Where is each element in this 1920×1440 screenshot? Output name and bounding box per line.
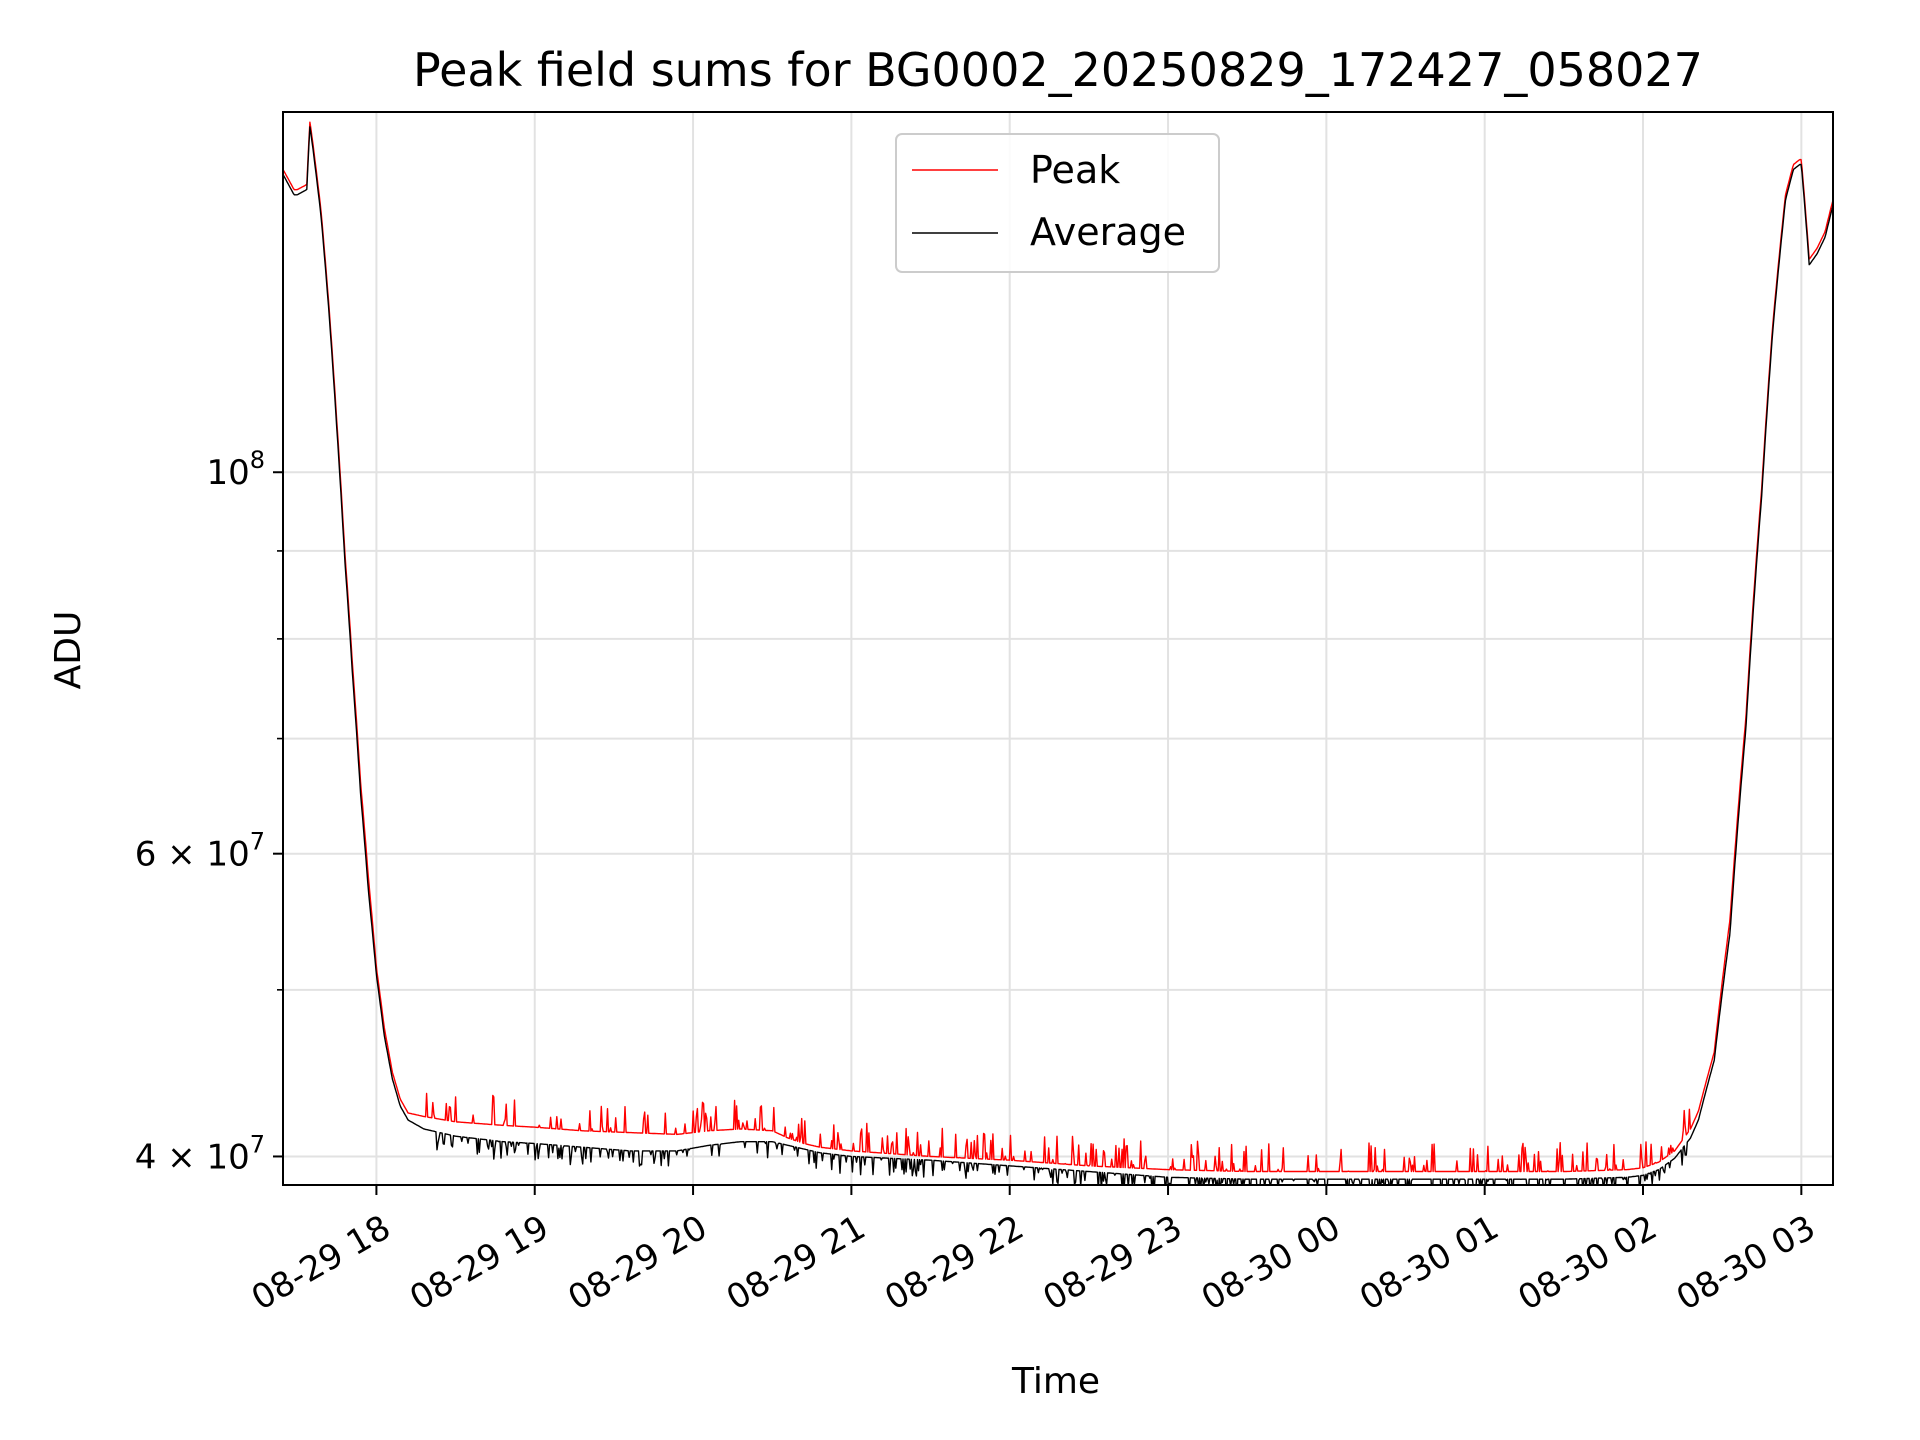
legend-label-average: Average — [1030, 210, 1186, 254]
x-axis-label: Time — [1011, 1361, 1100, 1402]
series-line-peak — [283, 121, 1833, 1173]
y-tick-label: 108 — [206, 446, 265, 493]
chart-title: Peak field sums for BG0002_20250829_1724… — [413, 43, 1703, 97]
plot-frame — [282, 111, 1834, 1186]
legend-box — [895, 133, 1220, 273]
series-group — [283, 121, 1833, 1185]
y-axis-label: ADU — [48, 611, 89, 690]
legend: Peak Average — [895, 133, 1220, 273]
y-tick-label: 6 × 107 — [135, 828, 265, 875]
legend-label-peak: Peak — [1030, 148, 1120, 192]
series-line-average — [283, 126, 1833, 1185]
y-tick-label: 4 × 107 — [135, 1130, 265, 1177]
